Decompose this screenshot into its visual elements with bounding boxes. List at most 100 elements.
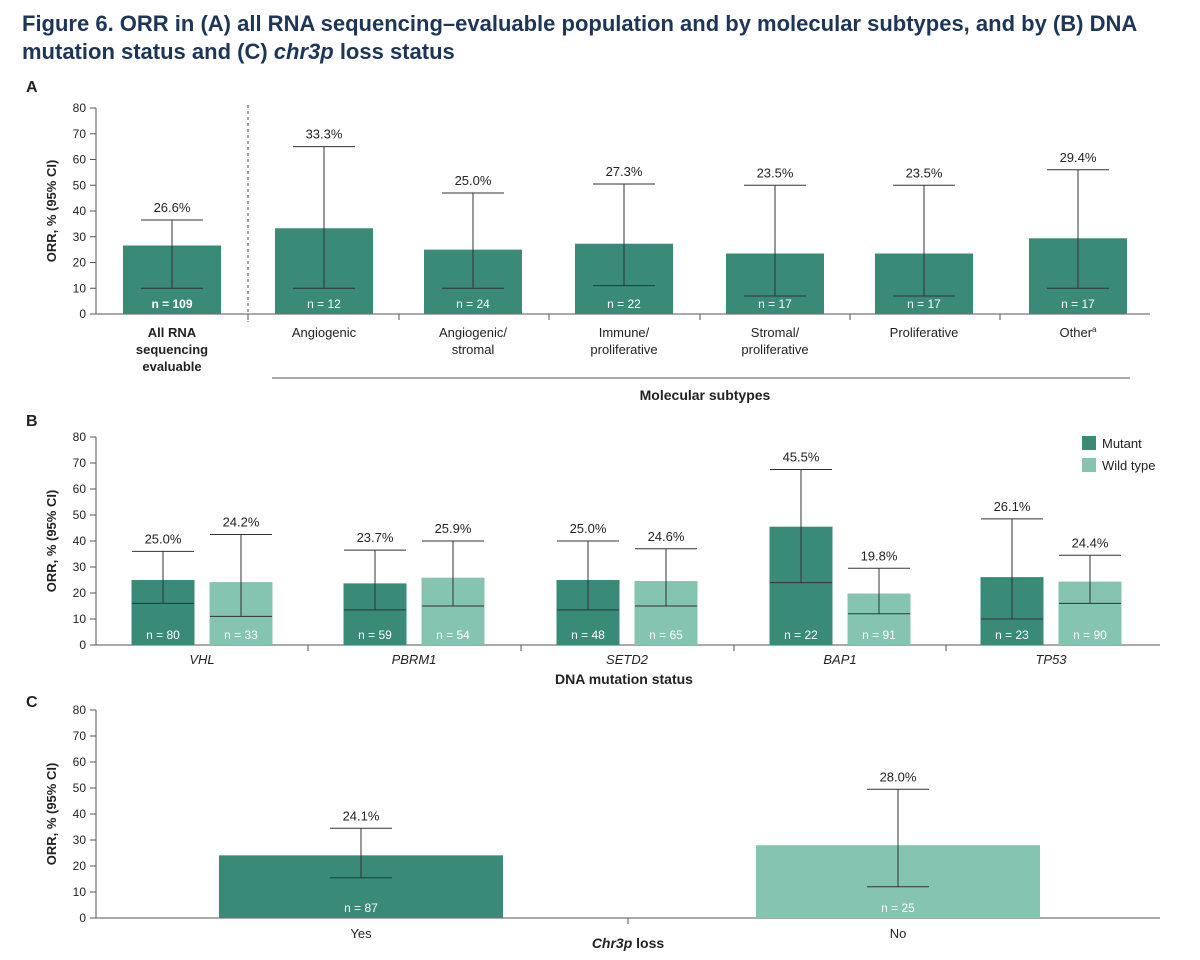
value-label: 24.2%: [223, 515, 260, 530]
x-category-label: No: [890, 926, 907, 941]
panel-b-bar-mutant: 25.0% n = 48: [556, 521, 620, 645]
n-label: n = 22: [784, 628, 818, 642]
value-label: 27.3%: [606, 164, 643, 179]
figure-title-tail: loss status: [333, 39, 455, 64]
y-tick-label: 0: [79, 307, 86, 321]
y-axis-label: ORR, % (95% CI): [44, 160, 59, 263]
y-tick-label: 60: [73, 755, 87, 769]
panel-b-bar-wild-type: 24.2% n = 33: [209, 515, 273, 645]
y-tick-label: 20: [73, 586, 87, 600]
panel-c-letter: C: [26, 694, 38, 711]
panel-a-letter: A: [26, 79, 38, 96]
n-label: n = 23: [995, 628, 1029, 642]
n-label: n = 59: [358, 628, 392, 642]
y-tick-label: 30: [73, 230, 87, 244]
y-axis-label: ORR, % (95% CI): [44, 763, 59, 866]
x-category-label: Yes: [350, 926, 372, 941]
figure-title: Figure 6. ORR in (A) all RNA sequencing–…: [22, 10, 1182, 66]
n-label: n = 87: [344, 901, 378, 915]
n-label: n = 17: [907, 297, 941, 311]
n-label: n = 91: [862, 628, 896, 642]
panel-b-bar-mutant: 23.7% n = 59: [343, 530, 407, 645]
n-label: n = 65: [649, 628, 683, 642]
panel-b-letter: B: [26, 413, 38, 430]
y-tick-label: 20: [73, 256, 87, 270]
y-tick-label: 10: [73, 885, 87, 899]
n-label: n = 33: [224, 628, 258, 642]
gene-label: TP53: [1035, 652, 1067, 667]
panel-a-bar-group: 25.0% n = 24: [424, 173, 522, 314]
value-label: 24.1%: [343, 808, 380, 823]
n-label: n = 54: [436, 628, 470, 642]
x-category-label: sequencing: [136, 342, 208, 357]
value-label: 23.7%: [357, 530, 394, 545]
panel-b-bar-wild-type: 24.4% n = 90: [1058, 535, 1122, 645]
y-tick-label: 10: [73, 612, 87, 626]
n-label: n = 17: [1061, 297, 1095, 311]
value-label: 45.5%: [783, 450, 820, 465]
y-tick-label: 10: [73, 281, 87, 295]
y-tick-label: 40: [73, 204, 87, 218]
panel-b-bar-mutant: 25.0% n = 80: [131, 531, 195, 645]
value-label: 26.1%: [994, 499, 1031, 514]
panel-a-bar-group: 26.6% n = 109: [123, 200, 221, 314]
legend-swatch: [1082, 458, 1096, 472]
value-label: 25.9%: [435, 521, 472, 536]
value-label: 26.6%: [154, 200, 191, 215]
x-category-label: proliferative: [741, 342, 808, 357]
x-category-label: stromal: [452, 342, 495, 357]
panel-b-bar-wild-type: 25.9% n = 54: [421, 521, 485, 645]
n-label: n = 12: [307, 297, 341, 311]
gene-label: VHL: [189, 652, 214, 667]
panel-c-bar-group: 24.1% n = 87: [219, 808, 503, 918]
panel-a-bar-group: 23.5% n = 17: [726, 165, 824, 314]
n-label: n = 109: [151, 297, 192, 311]
value-label: 24.6%: [648, 529, 685, 544]
value-label: 23.5%: [757, 165, 794, 180]
panel-c-bar-group: 28.0% n = 25: [756, 769, 1040, 918]
panel-b-bar-wild-type: 19.8% n = 91: [847, 548, 911, 645]
y-tick-label: 70: [73, 729, 87, 743]
panel-a-bar-group: 23.5% n = 17: [875, 165, 973, 314]
x-category-label: All RNA: [148, 325, 197, 340]
panel-b-bar-mutant: 26.1% n = 23: [980, 499, 1044, 645]
panel-b-bar-mutant: 45.5% n = 22: [769, 450, 833, 645]
y-tick-label: 80: [73, 101, 87, 115]
molecular-subtypes-label: Molecular subtypes: [640, 387, 771, 403]
n-label: n = 80: [146, 628, 180, 642]
gene-label: SETD2: [606, 652, 649, 667]
value-label: 23.5%: [906, 165, 943, 180]
panel-a-bar-group: 29.4% n = 17: [1029, 150, 1127, 314]
panel-a-axes: A 0 10 20 30 40 50 60 70 80 ORR, % (95% CI): [26, 79, 1150, 321]
panel-a-bar-group: 27.3% n = 22: [575, 164, 673, 314]
x-category-label: Stromal/: [751, 325, 800, 340]
value-label: 25.0%: [570, 521, 607, 536]
n-label: n = 24: [456, 297, 490, 311]
gene-label: PBRM1: [392, 652, 437, 667]
y-tick-label: 80: [73, 703, 87, 717]
y-tick-label: 30: [73, 833, 87, 847]
y-tick-label: 30: [73, 560, 87, 574]
legend-label: Mutant: [1102, 436, 1142, 451]
panel-b-bar-wild-type: 24.6% n = 65: [634, 529, 698, 645]
x-category-label: Angiogenic/: [439, 325, 507, 340]
value-label: 25.0%: [145, 531, 182, 546]
value-label: 28.0%: [880, 769, 917, 784]
y-axis-label: ORR, % (95% CI): [44, 490, 59, 593]
y-tick-label: 0: [79, 911, 86, 925]
x-axis-title: DNA mutation status: [555, 671, 693, 687]
y-tick-label: 20: [73, 859, 87, 873]
x-category-label: Angiogenic: [292, 325, 357, 340]
x-category-label: Immune/: [599, 325, 650, 340]
legend-label: Wild type: [1102, 458, 1155, 473]
y-tick-label: 40: [73, 807, 87, 821]
y-tick-label: 0: [79, 638, 86, 652]
value-label: 29.4%: [1060, 150, 1097, 165]
x-category-label: Proliferative: [890, 325, 959, 340]
x-axis-title: Chr3p loss: [592, 935, 665, 951]
legend-swatch: [1082, 436, 1096, 450]
y-tick-label: 60: [73, 482, 87, 496]
y-tick-label: 60: [73, 153, 87, 167]
n-label: n = 17: [758, 297, 792, 311]
